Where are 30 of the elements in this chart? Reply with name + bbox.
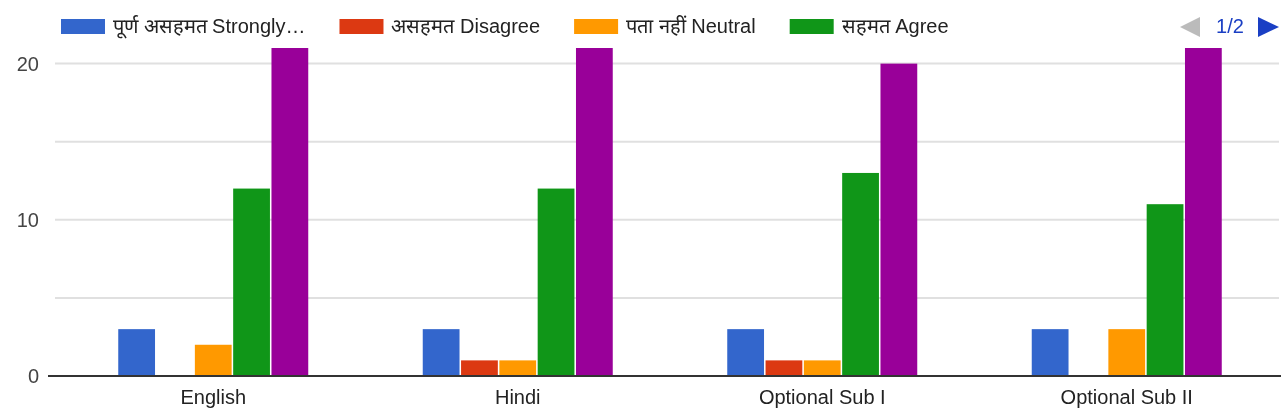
- legend-label: असहमत Disagree: [391, 15, 541, 37]
- legend-label: पूर्ण असहमत Strongly…: [113, 15, 306, 39]
- x-tick-label: Optional Sub I: [758, 386, 886, 409]
- text: 1/2: [1216, 15, 1244, 37]
- bar: [1184, 48, 1222, 376]
- bar: [1108, 329, 1146, 376]
- bar: [537, 188, 575, 376]
- bar: [118, 329, 156, 376]
- bar: [422, 329, 460, 376]
- bar: [727, 329, 765, 376]
- x-tick-label: Optional Sub II: [1060, 386, 1193, 409]
- x-tick-label: English: [180, 386, 247, 409]
- y-tick-label: 0: [27, 364, 39, 387]
- bar: [194, 344, 232, 376]
- bar: [803, 360, 841, 376]
- x-tick-label: Hindi: [494, 386, 541, 409]
- bar: [271, 48, 309, 376]
- bar: [233, 188, 270, 376]
- bar: [575, 48, 613, 376]
- bar: [880, 63, 918, 376]
- bar: [765, 360, 803, 376]
- bar: [499, 360, 537, 376]
- bar: [1146, 204, 1184, 376]
- y-tick-label: 10: [16, 208, 39, 231]
- bar: [461, 360, 498, 376]
- y-tick-label: 20: [16, 52, 39, 75]
- legend-label: पता नहीं Neutral: [626, 15, 756, 37]
- bar: [842, 172, 879, 376]
- legend-label: सहमत Agree: [841, 15, 949, 37]
- bar: [1031, 329, 1069, 376]
